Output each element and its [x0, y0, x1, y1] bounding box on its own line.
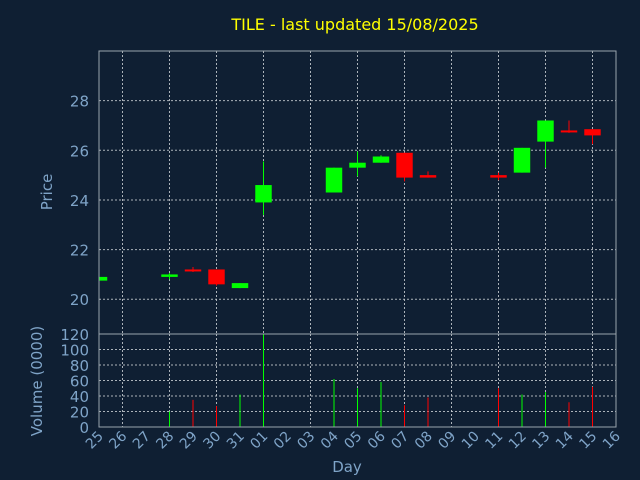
price-y-tick-label: 24 [70, 192, 89, 210]
price-y-tick-label: 20 [70, 291, 89, 309]
volume-bars [169, 334, 593, 427]
candle-body [537, 120, 554, 142]
volume-y-tick-label: 120 [60, 326, 89, 344]
candle-body [161, 274, 178, 277]
volume-y-tick-label: 40 [70, 388, 89, 406]
candle-body [560, 130, 578, 133]
candle-body [325, 167, 343, 193]
volume-y-tick-label: 100 [60, 342, 89, 360]
candle-body [255, 185, 272, 203]
volume-axis-label: Volume (0000) [28, 326, 46, 436]
price-y-tick-labels: 20 22 24 26 28 [70, 93, 89, 310]
volume-y-tick-label: 0 [79, 419, 89, 437]
price-axis-label: Price [38, 174, 56, 211]
candle-body [584, 129, 601, 136]
price-y-tick-label: 28 [70, 93, 89, 111]
candle-body [184, 269, 202, 272]
volume-y-tick-label: 80 [70, 357, 89, 375]
candle-body [231, 283, 249, 289]
volume-y-tick-label: 20 [70, 404, 89, 422]
chart-title: TILE - last updated 15/08/2025 [230, 15, 478, 34]
x-tick-labels: 25 26 27 28 29 30 31 01 02 03 04 05 06 07 08 09 10 11 12 13… [83, 428, 624, 452]
x-axis-label: Day [332, 458, 362, 476]
volume-panel-frame [98, 333, 617, 428]
price-y-tick-label: 22 [70, 242, 89, 260]
candle-body [396, 152, 413, 178]
candle-body [419, 175, 437, 178]
candle-body [349, 162, 366, 168]
candle-body [372, 156, 390, 163]
candle-body [99, 276, 108, 281]
price-y-tick-label: 26 [70, 142, 89, 160]
candle-body [208, 269, 225, 285]
volume-y-tick-label: 60 [70, 373, 89, 391]
candle-body [513, 147, 531, 173]
candle-body [490, 175, 507, 178]
